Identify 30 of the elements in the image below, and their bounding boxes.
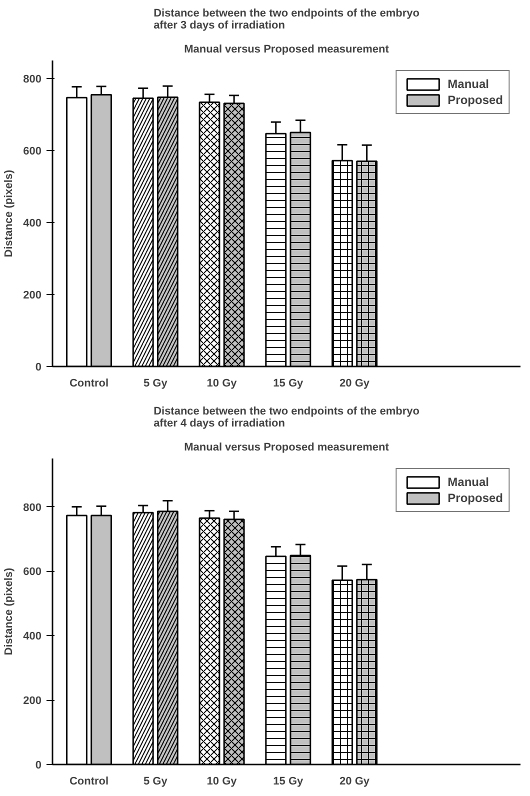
y-tick-label: 400 [23,630,42,643]
y-tick-label: 600 [23,146,42,158]
x-tick-label: 20 Gy [340,776,370,788]
y-axis-title: Distance (pixels) [3,169,16,258]
x-tick-label: 10 Gy [206,378,238,390]
x-tick-label: Control [69,776,109,788]
x-tick-label: Control [69,378,109,390]
chart-title: Distance between the two endpoints of the embryo after 4 days of irradiation [154,406,420,430]
chart-title: Distance between the two endpoints of the embryo after 3 days of irradiation [154,8,420,32]
x-tick-label: 10 Gy [206,776,238,788]
y-tick-label: 200 [23,695,42,708]
legend-label: Manual [448,475,489,489]
chart-subtitle: Manual versus Proposed measurement [184,44,390,56]
legend-label: Proposed [448,93,503,107]
y-tick-label: 200 [23,290,42,302]
y-tick-label: 800 [23,74,42,86]
y-tick-label: 600 [23,566,42,578]
y-axis-title: Distance (pixels) [3,567,16,656]
chart-subtitle: Manual versus Proposed measurement [184,442,390,454]
y-tick-label: 0 [35,362,42,374]
x-tick-label: 20 Gy [340,378,370,390]
y-tick-label: 800 [23,502,42,514]
legend-label: Manual [448,77,489,91]
x-tick-label: 5 Gy [143,378,168,390]
y-tick-label: 0 [35,760,42,772]
legend-label: Proposed [448,491,503,505]
x-tick-label: 5 Gy [143,776,168,788]
y-tick-label: 400 [23,218,42,230]
x-tick-label: 15 Gy [273,776,304,788]
x-tick-label: 15 Gy [273,378,304,390]
